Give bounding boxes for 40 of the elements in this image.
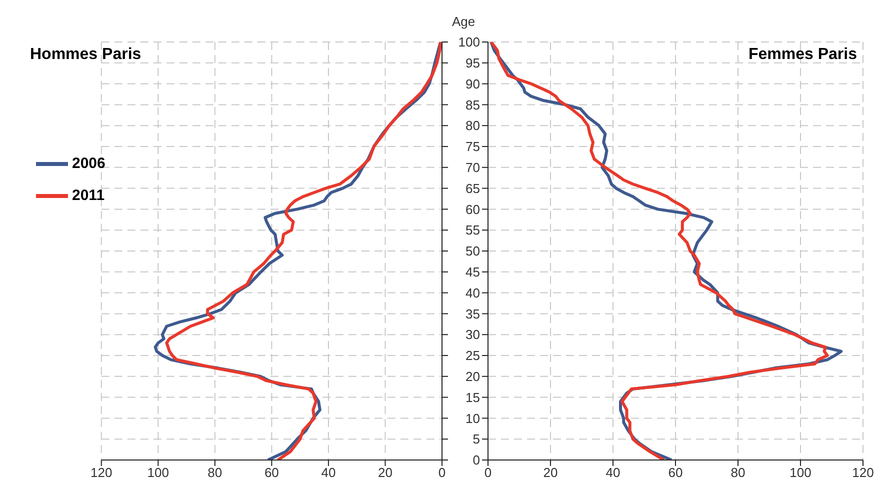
- y-tick-label: 90: [466, 76, 480, 92]
- y-tick-label: 65: [466, 180, 480, 196]
- y-tick-label: 35: [466, 306, 480, 322]
- legend-label: 2011: [72, 186, 105, 204]
- y-tick-label: 95: [466, 56, 480, 71]
- x-tick-label: 120: [90, 465, 112, 480]
- y-tick-label: 70: [466, 160, 480, 176]
- x-tick-label: 0: [484, 465, 492, 480]
- y-tick-label: 15: [466, 390, 480, 405]
- y-tick-label: 100: [458, 34, 480, 50]
- x-tick-label: 120: [852, 465, 874, 480]
- x-tick-label: 40: [606, 465, 620, 480]
- chart-title: Hommes Paris: [30, 46, 142, 64]
- x-tick-label: 80: [730, 465, 746, 480]
- x-tick-label: 60: [264, 465, 279, 480]
- x-tick-label: 40: [321, 465, 336, 480]
- y-tick-label: 30: [466, 327, 480, 342]
- chart-title: Femmes Paris: [748, 46, 857, 64]
- x-tick-label: 20: [378, 465, 392, 480]
- x-tick-label: 100: [790, 465, 812, 480]
- x-tick-label: 60: [668, 465, 683, 480]
- x-tick-label: 80: [208, 465, 222, 480]
- y-tick-label: 20: [466, 369, 480, 384]
- y-tick-label: 5: [472, 432, 480, 447]
- y-tick-label: 0: [472, 452, 480, 468]
- y-tick-label: 10: [466, 410, 480, 426]
- x-tick-label: 0: [438, 465, 446, 480]
- y-tick-label: 40: [466, 285, 480, 300]
- y-tick-label: 80: [466, 118, 480, 134]
- y-tick-label: 55: [466, 222, 480, 238]
- y-tick-label: 60: [466, 202, 480, 217]
- y-tick-label: 25: [466, 348, 480, 364]
- x-tick-label: 20: [543, 465, 558, 480]
- x-tick-label: 100: [147, 465, 169, 480]
- legend-label: 2006: [72, 154, 106, 172]
- y-axis-title: Age: [452, 14, 476, 29]
- y-tick-label: 75: [466, 139, 480, 154]
- y-tick-label: 45: [466, 264, 480, 280]
- y-tick-label: 50: [466, 244, 480, 259]
- y-tick-label: 85: [466, 97, 480, 112]
